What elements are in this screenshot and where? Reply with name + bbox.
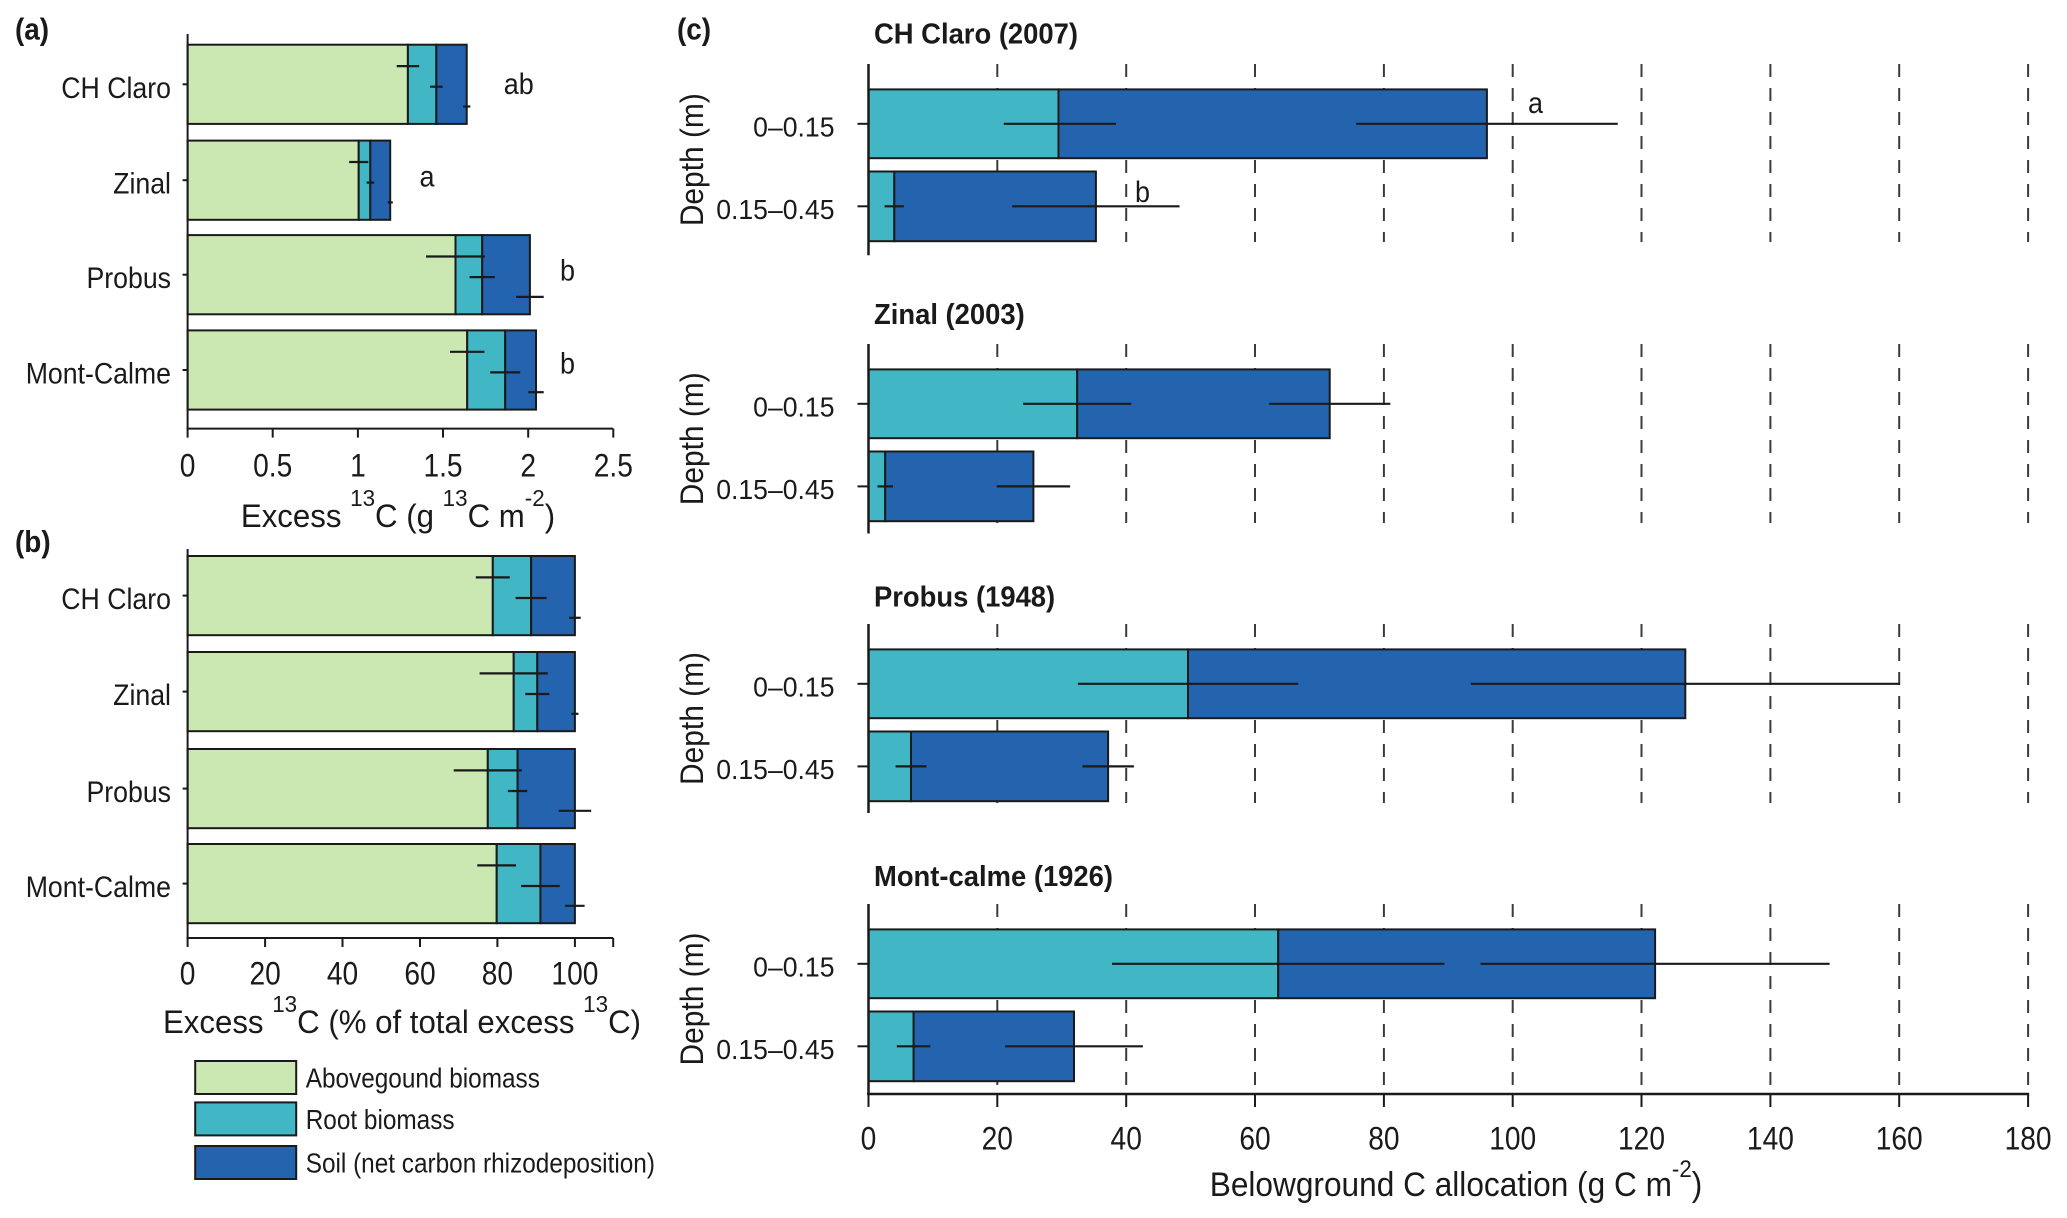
svg-text:Excess 13C (g 13C m-2): Excess 13C (g 13C m-2)	[241, 485, 555, 534]
svg-text:Probus (1948): Probus (1948)	[874, 580, 1055, 613]
svg-text:20: 20	[982, 1122, 1013, 1157]
svg-text:0–0.15: 0–0.15	[753, 951, 834, 983]
svg-text:b: b	[560, 347, 575, 381]
svg-text:ab: ab	[504, 68, 534, 102]
svg-text:Mont-calme (1926): Mont-calme (1926)	[874, 859, 1113, 892]
svg-text:Abovegound biomass: Abovegound biomass	[306, 1062, 540, 1094]
svg-text:0.15–0.45: 0.15–0.45	[716, 1033, 834, 1065]
svg-text:CH Claro: CH Claro	[61, 71, 171, 105]
svg-text:Belowground C allocation (g C: Belowground C allocation (g C m-2)	[1210, 1155, 1703, 1203]
svg-text:40: 40	[1111, 1122, 1142, 1157]
svg-text:(a): (a)	[15, 12, 49, 47]
svg-text:140: 140	[1747, 1122, 1794, 1157]
svg-text:Depth (m): Depth (m)	[674, 372, 710, 505]
svg-text:180: 180	[2005, 1122, 2052, 1157]
svg-text:a: a	[420, 160, 435, 194]
svg-text:Mont-Calme: Mont-Calme	[26, 357, 171, 391]
svg-text:80: 80	[1368, 1122, 1399, 1157]
svg-text:Soil (net carbon rhizodepositi: Soil (net carbon rhizodeposition)	[306, 1147, 655, 1179]
svg-text:CH Claro (2007): CH Claro (2007)	[874, 17, 1078, 50]
svg-text:Depth (m): Depth (m)	[674, 93, 710, 226]
svg-text:a: a	[1528, 87, 1543, 121]
svg-text:Depth (m): Depth (m)	[674, 652, 710, 785]
svg-text:Zinal: Zinal	[113, 167, 171, 201]
svg-text:80: 80	[482, 957, 513, 992]
svg-text:160: 160	[1876, 1122, 1923, 1157]
svg-text:20: 20	[249, 957, 280, 992]
svg-text:Root biomass: Root biomass	[306, 1103, 455, 1135]
svg-text:0.15–0.45: 0.15–0.45	[716, 473, 834, 505]
svg-text:2.5: 2.5	[594, 449, 633, 484]
svg-text:100: 100	[1489, 1122, 1536, 1157]
svg-text:60: 60	[1239, 1122, 1270, 1157]
svg-text:0.15–0.45: 0.15–0.45	[716, 193, 834, 225]
svg-text:40: 40	[327, 957, 358, 992]
svg-text:Probus: Probus	[86, 262, 171, 296]
svg-text:Probus: Probus	[86, 776, 171, 810]
svg-text:0–0.15: 0–0.15	[753, 111, 834, 143]
svg-text:0: 0	[861, 1122, 877, 1157]
svg-text:0–0.15: 0–0.15	[753, 391, 834, 423]
svg-text:Mont-Calme: Mont-Calme	[26, 871, 171, 905]
svg-text:0.5: 0.5	[253, 449, 292, 484]
svg-text:0–0.15: 0–0.15	[753, 671, 834, 703]
svg-text:Zinal (2003): Zinal (2003)	[874, 297, 1025, 330]
svg-text:0.15–0.45: 0.15–0.45	[716, 753, 834, 785]
svg-text:(c): (c)	[677, 12, 711, 47]
svg-text:1.5: 1.5	[423, 449, 462, 484]
svg-text:Zinal: Zinal	[113, 679, 171, 713]
svg-text:60: 60	[404, 957, 435, 992]
svg-text:b: b	[1135, 176, 1150, 210]
svg-text:0: 0	[180, 449, 196, 484]
svg-text:2: 2	[520, 449, 536, 484]
svg-text:CH Claro: CH Claro	[61, 583, 171, 617]
svg-text:1: 1	[350, 449, 366, 484]
svg-text:Depth (m): Depth (m)	[674, 933, 710, 1066]
svg-text:(b): (b)	[15, 525, 51, 560]
svg-text:Excess 13C (% of total excess: Excess 13C (% of total excess 13C)	[163, 991, 641, 1040]
svg-text:120: 120	[1618, 1122, 1665, 1157]
svg-text:b: b	[560, 254, 575, 288]
svg-text:0: 0	[180, 957, 196, 992]
svg-text:100: 100	[551, 957, 598, 992]
